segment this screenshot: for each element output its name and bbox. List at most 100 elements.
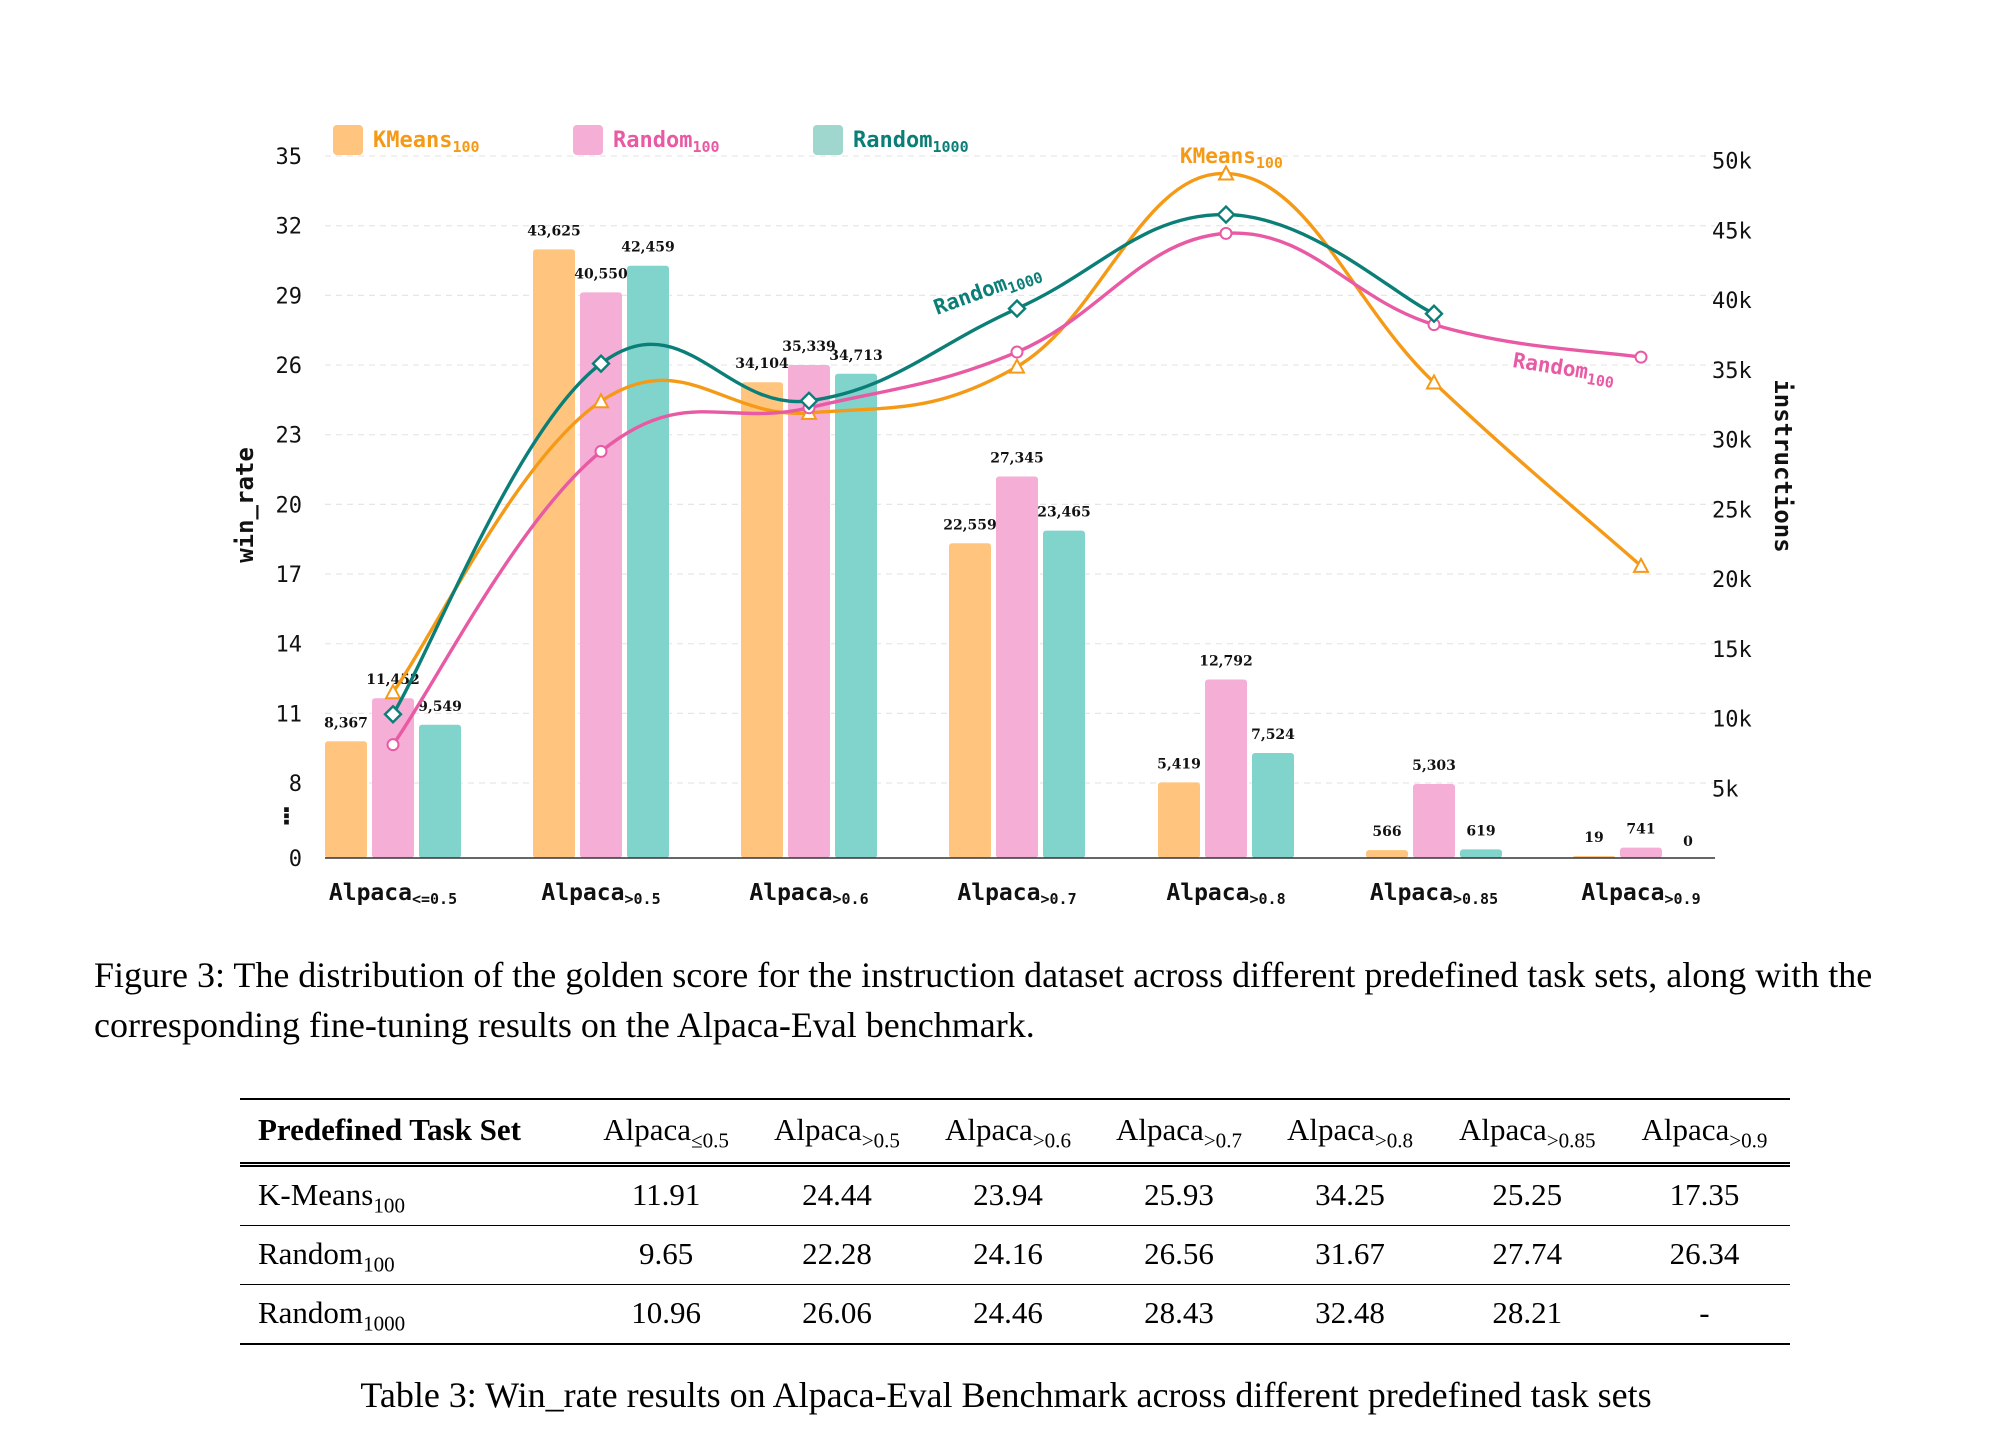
- left-tick-label: 20: [276, 493, 303, 518]
- row-label: Random1000: [258, 1295, 406, 1336]
- triangle-marker: [1632, 556, 1650, 573]
- bar: [580, 292, 622, 858]
- diamond-marker: [383, 704, 403, 724]
- bar-value-label: 12,792: [1199, 654, 1253, 670]
- category-label: Alpaca>0.5: [541, 880, 660, 908]
- table-column-header: Alpaca>0.7: [1116, 1112, 1243, 1153]
- table-cell: 9.65: [638, 1236, 694, 1271]
- right-tick-label: 35k: [1712, 359, 1752, 384]
- bar-group: [325, 249, 1662, 858]
- triangle-marker: [384, 683, 402, 700]
- table-cell: 32.48: [1315, 1295, 1385, 1330]
- bar: [419, 724, 461, 858]
- circle-marker: [386, 738, 400, 752]
- bar-value-label: 35,339: [782, 339, 836, 355]
- circle-marker: [1010, 345, 1024, 359]
- category-label: Alpaca<=0.5: [329, 880, 457, 908]
- left-tick-label: 29: [276, 284, 303, 309]
- bar: [788, 365, 830, 858]
- left-tick-label: 17: [276, 563, 303, 588]
- category-label: Alpaca>0.6: [749, 880, 868, 908]
- bar-value-label: 43,625: [527, 223, 581, 239]
- bar: [1043, 530, 1085, 858]
- triangle-marker: [592, 392, 610, 409]
- bar-value-label: 9,549: [418, 699, 462, 715]
- table-column-header: Alpaca≤0.5: [603, 1112, 729, 1153]
- bar: [1158, 782, 1200, 858]
- circle-marker: [1219, 226, 1233, 240]
- line-label-random100: Random100: [1511, 348, 1617, 392]
- right-tick-label: 50k: [1712, 150, 1752, 175]
- table-row: Random1000 10.96 26.06 24.46 28.43 32.48 28.21…: [240, 1285, 1790, 1344]
- table-cell: 26.56: [1144, 1236, 1214, 1271]
- table-cell: 28.21: [1492, 1295, 1563, 1330]
- table-column-header: Alpaca>0.8: [1287, 1112, 1414, 1153]
- bar-value-label: 0: [1683, 834, 1693, 850]
- table-cell: 31.67: [1315, 1236, 1385, 1271]
- bar-value-label: 23,465: [1037, 505, 1091, 521]
- legend-swatch: [333, 125, 363, 155]
- table-row: K-Means100 11.91 24.44 23.94 25.93 34.25 25.25…: [240, 1165, 1790, 1226]
- table-cell: 24.46: [973, 1295, 1043, 1330]
- table-caption: Table 3: Win_rate results on Alpaca-Eval…: [360, 1375, 1652, 1415]
- left-tick-label: 8: [289, 772, 302, 797]
- bar: [996, 476, 1038, 858]
- line-label-random1000: Random1000: [931, 259, 1046, 324]
- bar: [949, 543, 991, 858]
- table-cell: 34.25: [1315, 1177, 1385, 1212]
- category-label: Alpaca>0.85: [1370, 880, 1498, 908]
- bar-value-label: 11,452: [366, 672, 420, 688]
- triangle-marker: [1217, 164, 1235, 181]
- left-tick-label: 32: [276, 215, 303, 240]
- right-tick-label: 10k: [1712, 708, 1752, 733]
- table-row: Random100 9.65 22.28 24.16 26.56 31.67 27.74 26…: [240, 1226, 1790, 1285]
- bar-value-label: 40,550: [574, 266, 628, 282]
- left-tick-label: 26: [276, 354, 303, 379]
- table-cell: 24.44: [802, 1177, 872, 1212]
- table-column-header: Alpaca>0.85: [1458, 1112, 1596, 1153]
- line-label-kmeans: KMeans100: [1180, 144, 1283, 172]
- bar: [1460, 849, 1502, 858]
- table-cell: 27.74: [1492, 1236, 1563, 1271]
- bar: [627, 265, 669, 858]
- bar-value-label: 27,345: [990, 451, 1044, 467]
- legend-swatch: [813, 125, 843, 155]
- diamond-marker: [1216, 204, 1236, 225]
- circle-marker: [1634, 350, 1648, 364]
- table-column-header: Alpaca>0.9: [1641, 1112, 1768, 1153]
- bar: [1366, 850, 1408, 858]
- results-table: Predefined Task Set Alpaca≤0.5 Alpaca>0.5…: [240, 1098, 1790, 1345]
- right-tick-label: 40k: [1712, 289, 1752, 314]
- bar-value-label: 19: [1584, 830, 1603, 846]
- legend-label: KMeans100: [373, 128, 480, 156]
- bar-value-label: 619: [1466, 823, 1495, 839]
- right-tick-label: 15k: [1712, 638, 1752, 663]
- bar-value-label: 8,367: [324, 715, 368, 731]
- combo-chart: 8,367 43,625 34,104 22,559 5,419 566 19 11,452 4…: [231, 125, 1797, 908]
- table-cell: 28.43: [1144, 1295, 1214, 1330]
- axes: 0 8 11 14 17 20 23 26 29 32 35 ⠇ 5k 10k 15k 20k 25k 30k 35…: [231, 145, 1797, 908]
- circle-marker: [594, 444, 608, 458]
- left-tick-label: 35: [276, 145, 303, 170]
- triangle-marker: [1425, 373, 1443, 390]
- table-cell: 25.25: [1492, 1177, 1563, 1212]
- bar: [835, 373, 877, 858]
- table-cell: -: [1699, 1295, 1710, 1330]
- bar: [1252, 753, 1294, 858]
- left-tick-label: 14: [276, 633, 303, 658]
- table-cell: 10.96: [631, 1295, 701, 1330]
- diamond-marker: [591, 353, 611, 374]
- bar-value-label: 566: [1372, 824, 1401, 840]
- legend-label: Random1000: [853, 128, 969, 156]
- bar-value-label: 22,559: [943, 517, 997, 533]
- diamond-marker: [1424, 304, 1444, 324]
- bar: [1620, 847, 1662, 858]
- legend: KMeans100 Random100 Random1000: [333, 125, 969, 156]
- table-cell: 11.91: [631, 1177, 701, 1212]
- diamond-marker: [1007, 298, 1027, 319]
- table-column-header: Alpaca>0.5: [773, 1112, 900, 1153]
- table-cell: 26.06: [802, 1295, 872, 1330]
- bar: [372, 698, 414, 858]
- table-cell: 24.16: [973, 1236, 1043, 1271]
- bar-value-label: 7,524: [1251, 727, 1295, 743]
